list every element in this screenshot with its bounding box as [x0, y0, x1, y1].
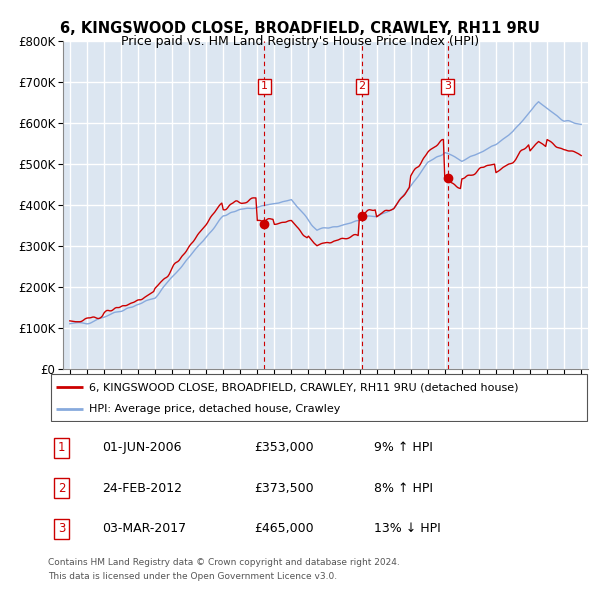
Text: 9% ↑ HPI: 9% ↑ HPI — [374, 441, 433, 454]
Text: 13% ↓ HPI: 13% ↓ HPI — [374, 522, 440, 535]
Text: This data is licensed under the Open Government Licence v3.0.: This data is licensed under the Open Gov… — [48, 572, 337, 581]
Text: 3: 3 — [444, 81, 451, 91]
Text: 2: 2 — [58, 481, 65, 495]
Text: 1: 1 — [58, 441, 65, 454]
Text: 6, KINGSWOOD CLOSE, BROADFIELD, CRAWLEY, RH11 9RU (detached house): 6, KINGSWOOD CLOSE, BROADFIELD, CRAWLEY,… — [89, 382, 518, 392]
Text: HPI: Average price, detached house, Crawley: HPI: Average price, detached house, Craw… — [89, 404, 340, 414]
Text: 3: 3 — [58, 522, 65, 535]
Text: £465,000: £465,000 — [254, 522, 314, 535]
Text: 24-FEB-2012: 24-FEB-2012 — [103, 481, 182, 495]
FancyBboxPatch shape — [51, 375, 587, 421]
Text: 2: 2 — [358, 81, 365, 91]
Text: 03-MAR-2017: 03-MAR-2017 — [103, 522, 187, 535]
Text: 01-JUN-2006: 01-JUN-2006 — [103, 441, 182, 454]
Text: 1: 1 — [261, 81, 268, 91]
Text: Price paid vs. HM Land Registry's House Price Index (HPI): Price paid vs. HM Land Registry's House … — [121, 35, 479, 48]
Text: 6, KINGSWOOD CLOSE, BROADFIELD, CRAWLEY, RH11 9RU: 6, KINGSWOOD CLOSE, BROADFIELD, CRAWLEY,… — [60, 21, 540, 35]
Text: £353,000: £353,000 — [254, 441, 314, 454]
Text: 8% ↑ HPI: 8% ↑ HPI — [374, 481, 433, 495]
Text: Contains HM Land Registry data © Crown copyright and database right 2024.: Contains HM Land Registry data © Crown c… — [48, 558, 400, 566]
Text: £373,500: £373,500 — [254, 481, 314, 495]
